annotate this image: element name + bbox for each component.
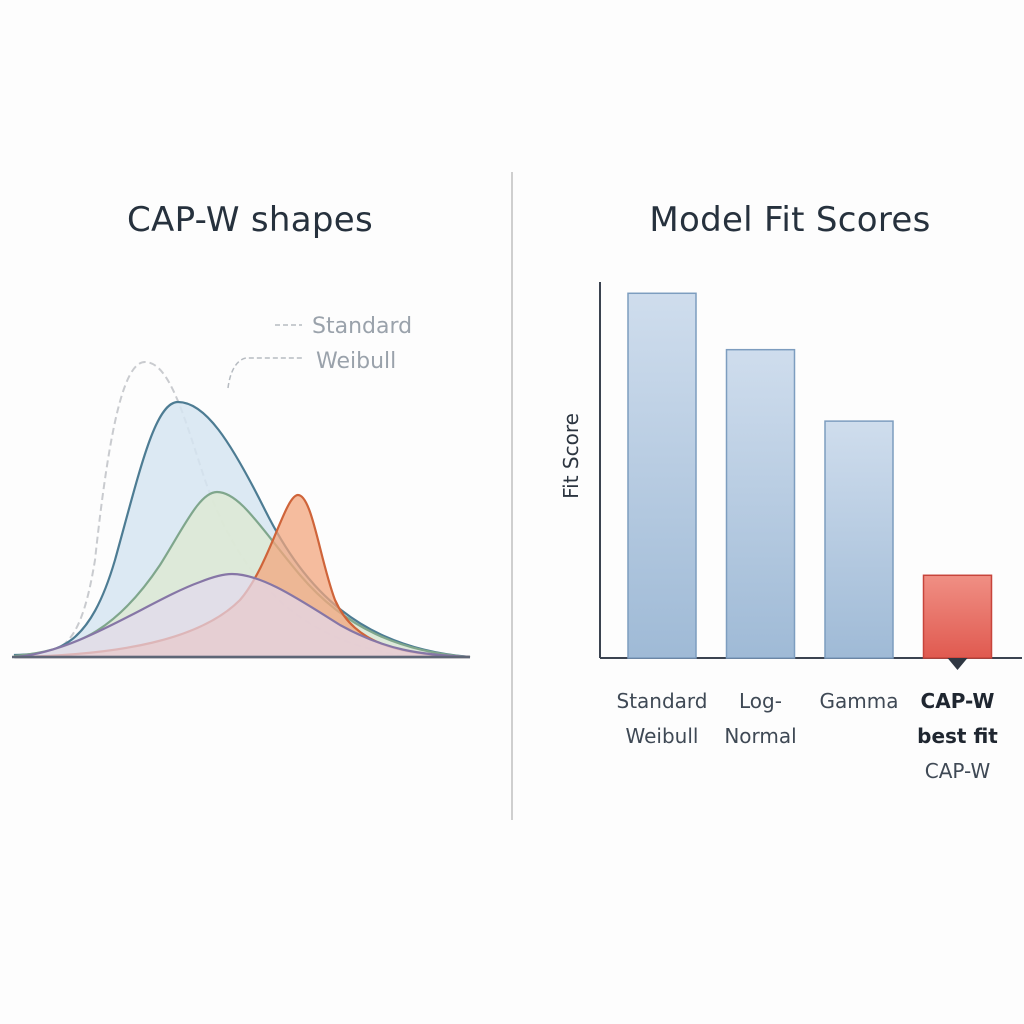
bar-log-normal xyxy=(725,348,796,659)
legend-leader-weibull xyxy=(227,357,302,389)
x-tick-label-3-2: CAP-W xyxy=(925,759,991,783)
shapes-plot: Standard Weibull xyxy=(12,314,471,659)
y-axis-label: Fit Score xyxy=(559,413,583,499)
bar-standard-weibull xyxy=(627,292,697,659)
x-tick-label-2-0: Gamma xyxy=(820,689,899,713)
chart-title-fit-scores: Model Fit Scores xyxy=(649,200,931,240)
x-tick-label-3-0: CAP-W xyxy=(921,689,995,713)
x-tick-label-1-1: Normal xyxy=(724,724,796,748)
x-tick-label-0-1: Weibull xyxy=(626,724,699,748)
legend-label-standard: Standard xyxy=(312,314,412,339)
x-tick-label-0-0: Standard xyxy=(617,689,708,713)
bars-group xyxy=(627,292,993,670)
series-capw-shape-3 xyxy=(14,572,471,659)
bar-gamma xyxy=(824,420,894,659)
panel-divider xyxy=(511,172,513,820)
x-tick-labels: Standard Weibull Log- Normal Gamma CAP-W best … xyxy=(617,689,999,783)
x-tick-label-1-0: Log- xyxy=(739,689,782,713)
chart-title-shapes: CAP-W shapes xyxy=(127,200,373,240)
best-fit-marker-icon xyxy=(947,658,968,670)
x-tick-label-3-1: best fit xyxy=(917,724,998,748)
fit-scores-plot: Fit Score Standard Weibull Log- Normal Gamma… xyxy=(559,282,1022,783)
legend-label-weibull: Weibull xyxy=(316,349,396,374)
bar-cap-w xyxy=(922,574,993,659)
